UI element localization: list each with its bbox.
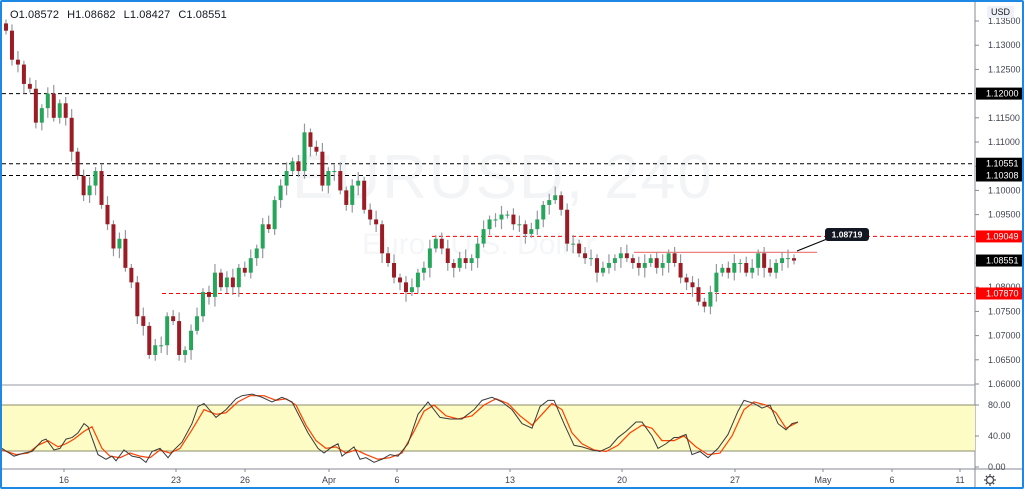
price-tick-label: 1.08000 xyxy=(988,282,1021,292)
horizontal-lines[interactable] xyxy=(2,93,975,294)
stoch-k-line xyxy=(2,393,799,464)
time-axis[interactable]: 16 23 26 Apr 6 13 20 27 May 6 11 xyxy=(59,469,965,485)
ohlc-close: C1.08551 xyxy=(178,9,227,21)
ohlc-high: H1.08682 xyxy=(67,9,116,21)
callout-box xyxy=(825,228,869,241)
ohlc-low: L1.08427 xyxy=(123,9,171,21)
currency-label[interactable]: USD xyxy=(987,6,1015,18)
time-tick-label: 16 xyxy=(59,475,69,485)
price-label-box xyxy=(976,287,1022,300)
time-tick-label: Apr xyxy=(322,475,336,485)
price-tick-label: 1.09500 xyxy=(988,210,1021,220)
price-label: 1.07870 xyxy=(986,288,1019,298)
price-axis[interactable]: 1.13500 1.13000 1.12500 1.12000 1.11500 1.110… xyxy=(975,16,1021,389)
time-tick-label: 27 xyxy=(730,475,740,485)
ohlc-legend: O1.08572 H1.08682 L1.08427 C1.08551 xyxy=(10,9,235,21)
price-tick-label: 1.11500 xyxy=(988,113,1020,123)
time-tick-label: 20 xyxy=(617,475,627,485)
ohlc-open: O1.08572 xyxy=(10,9,60,21)
time-tick-label: 6 xyxy=(889,475,894,485)
price-callout[interactable]: 1.08719 xyxy=(796,228,869,252)
price-label: 1.08551 xyxy=(986,256,1019,266)
stochastic-series xyxy=(2,393,799,464)
stoch-tick-label: 80.00 xyxy=(988,400,1011,410)
price-label-box xyxy=(976,169,1022,182)
callout-value: 1.08719 xyxy=(832,230,863,240)
stoch-tick-label: 0.00 xyxy=(988,462,1006,472)
price-tick-label: 1.11000 xyxy=(988,137,1020,147)
price-tick-label: 1.06000 xyxy=(988,379,1021,389)
time-tick-label: 13 xyxy=(505,475,515,485)
stoch-axis[interactable]: 80.00 40.00 0.00 xyxy=(975,400,1011,472)
price-label: 1.12000 xyxy=(986,89,1019,99)
price-label-box xyxy=(976,157,1022,170)
time-tick-label: 23 xyxy=(171,475,181,485)
gear-icon[interactable] xyxy=(984,474,996,486)
price-tick-label: 1.13500 xyxy=(988,16,1021,26)
price-label-box xyxy=(976,254,1022,267)
price-tick-label: 1.10000 xyxy=(988,185,1021,195)
price-label-box xyxy=(976,230,1022,243)
price-label: 1.10308 xyxy=(986,170,1019,180)
stoch-band xyxy=(2,405,975,451)
price-label: 1.10551 xyxy=(986,159,1019,169)
price-tick-label: 1.07500 xyxy=(988,306,1021,316)
price-label: 1.09049 xyxy=(986,231,1019,241)
candlestick-series xyxy=(4,19,796,363)
price-label-box xyxy=(976,87,1022,100)
stoch-tick-label: 40.00 xyxy=(988,431,1011,441)
price-tick-label: 1.13000 xyxy=(988,40,1021,50)
time-tick-label: 11 xyxy=(955,475,964,485)
price-tick-label: 1.12500 xyxy=(988,64,1021,74)
price-tick-label: 1.07000 xyxy=(988,331,1021,341)
time-tick-label: May xyxy=(814,475,832,485)
time-tick-label: 6 xyxy=(394,475,399,485)
symbol-watermark: EURUSD, 240 xyxy=(292,143,714,212)
price-tick-label: 1.06500 xyxy=(988,355,1021,365)
time-tick-label: 26 xyxy=(240,475,250,485)
